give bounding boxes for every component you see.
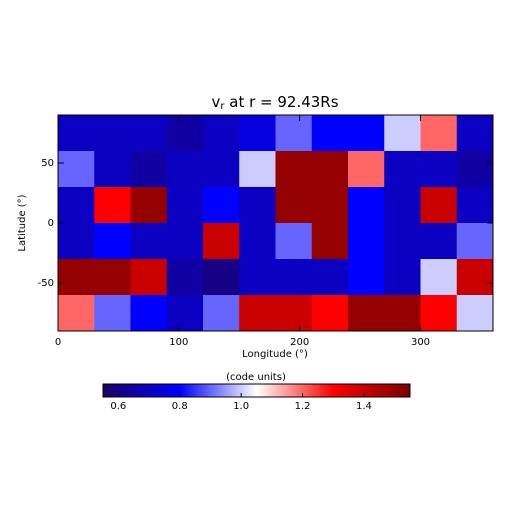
- chart-title: vr at r = 92.43Rs: [211, 93, 338, 113]
- colorbar-tick-label: 1.4: [356, 401, 372, 412]
- heat-cell: [58, 115, 95, 152]
- heat-cell: [58, 295, 95, 332]
- heat-cell: [456, 115, 494, 152]
- heat-cell: [130, 115, 168, 152]
- heat-cell: [311, 223, 349, 260]
- x-tick-label: 0: [55, 337, 61, 348]
- heat-cell: [239, 223, 276, 260]
- heat-cell: [130, 223, 168, 260]
- heat-cell: [203, 187, 240, 224]
- heat-cell: [456, 151, 494, 188]
- heat-cell: [203, 295, 240, 332]
- title-subscript: r: [220, 101, 225, 112]
- heat-cell: [456, 295, 494, 332]
- heat-cell: [456, 223, 494, 260]
- heat-cell: [456, 187, 494, 224]
- heat-cell: [384, 151, 421, 188]
- x-tick-label: 100: [169, 337, 188, 348]
- heat-cell: [456, 259, 494, 296]
- heat-cell: [130, 259, 168, 296]
- heat-cell: [420, 259, 458, 296]
- heat-cell: [420, 295, 458, 332]
- colorbar-label: (code units): [226, 372, 286, 383]
- heat-cell: [130, 151, 168, 188]
- y-axis-label: Latitude (°): [17, 194, 28, 251]
- heat-cell: [311, 259, 349, 296]
- heat-cell: [275, 295, 313, 332]
- heat-cell: [203, 115, 240, 152]
- heat-cell: [58, 151, 95, 188]
- heat-cell: [166, 187, 204, 224]
- title-symbol: v: [211, 93, 220, 111]
- heat-cell: [239, 259, 276, 296]
- x-tick-label: 300: [411, 337, 430, 348]
- heat-cell: [311, 115, 349, 152]
- heat-cell: [94, 259, 131, 296]
- heat-cell: [203, 151, 240, 188]
- heat-cell: [58, 259, 95, 296]
- y-tick-label: 0: [48, 218, 54, 229]
- heat-cell: [239, 115, 276, 152]
- heat-cell: [311, 151, 349, 188]
- x-axis-label: Longitude (°): [242, 349, 308, 360]
- heat-cell: [348, 259, 385, 296]
- heat-cell: [203, 259, 240, 296]
- heat-cell: [94, 115, 131, 152]
- y-tick-label: -50: [38, 278, 54, 289]
- heat-cell: [166, 115, 204, 152]
- heat-cell: [348, 151, 385, 188]
- heat-cell: [275, 151, 313, 188]
- heat-cell: [239, 151, 276, 188]
- heat-cell: [384, 187, 421, 224]
- heat-cell: [420, 151, 458, 188]
- heat-cell: [275, 115, 313, 152]
- heat-cell: [166, 151, 204, 188]
- heat-cell: [239, 295, 276, 332]
- y-tick-label: 50: [41, 158, 54, 169]
- heat-cell: [94, 151, 131, 188]
- colorbar-tick-label: 1.0: [233, 401, 249, 412]
- heat-cell: [384, 223, 421, 260]
- heat-cell: [420, 223, 458, 260]
- heat-cell: [420, 187, 458, 224]
- heat-cell: [348, 187, 385, 224]
- heat-cell: [166, 223, 204, 260]
- heat-cell: [203, 223, 240, 260]
- heat-cell: [239, 187, 276, 224]
- heat-cell: [58, 187, 95, 224]
- heat-cell: [130, 295, 168, 332]
- heat-cell: [420, 115, 458, 152]
- heat-cell: [275, 187, 313, 224]
- colorbar-tick-label: 1.2: [295, 401, 311, 412]
- heat-cell: [58, 223, 95, 260]
- heat-cell: [94, 295, 131, 332]
- heat-cell: [311, 295, 349, 332]
- heat-cell: [384, 295, 421, 332]
- colorbar-tick-label: 0.8: [172, 401, 188, 412]
- heat-cell: [275, 223, 313, 260]
- heat-cell: [384, 115, 421, 152]
- colorbar-tick-label: 0.6: [110, 401, 126, 412]
- heat-cell: [94, 223, 131, 260]
- heat-cell: [130, 187, 168, 224]
- heat-cell: [348, 295, 385, 332]
- heat-cell: [348, 115, 385, 152]
- heat-cell: [311, 187, 349, 224]
- heat-cell: [384, 259, 421, 296]
- title-text: at r = 92.43Rs: [229, 93, 338, 111]
- heat-cell: [166, 259, 204, 296]
- heat-cell: [166, 295, 204, 332]
- heat-cell: [275, 259, 313, 296]
- heat-cell: [348, 223, 385, 260]
- heat-cell: [94, 187, 131, 224]
- x-tick-label: 200: [290, 337, 309, 348]
